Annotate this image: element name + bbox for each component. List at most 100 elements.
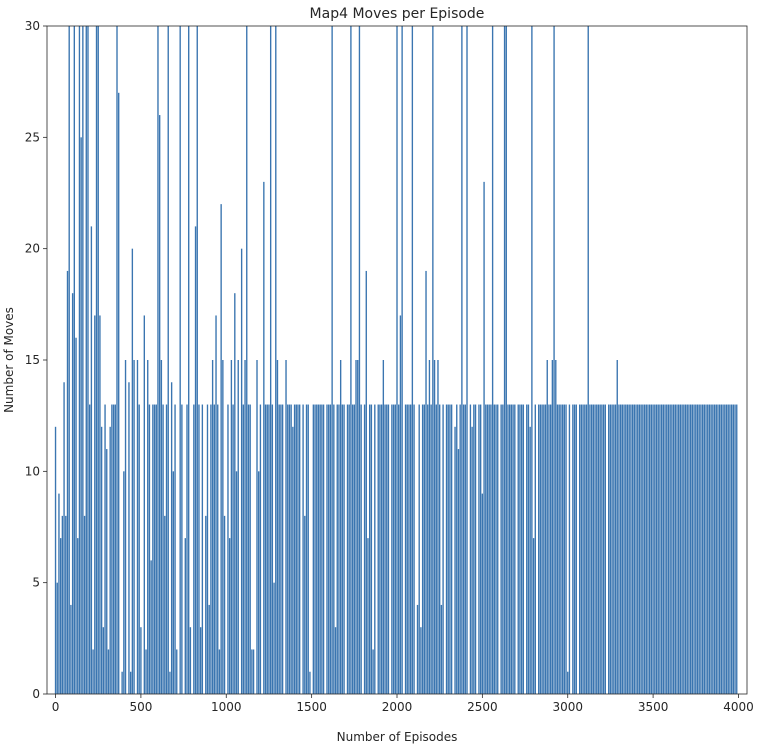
bar: [609, 404, 612, 694]
bar: [299, 404, 301, 694]
chart-title: Map4 Moves per Episode: [310, 6, 485, 22]
bar: [232, 404, 234, 694]
bar: [379, 404, 381, 694]
bar: [553, 26, 555, 694]
bar: [445, 404, 448, 694]
bar: [575, 404, 577, 694]
bar: [360, 404, 362, 694]
bar: [703, 404, 705, 694]
bar: [464, 404, 466, 694]
bar: [131, 248, 134, 695]
bar: [314, 404, 316, 694]
x-tick-label: 2500: [467, 700, 498, 714]
bar: [672, 404, 675, 694]
bar: [522, 404, 525, 694]
bar: [413, 404, 415, 694]
bar: [466, 26, 468, 694]
bar: [432, 26, 434, 694]
bar: [159, 115, 161, 694]
bar: [730, 404, 733, 694]
bar: [230, 360, 233, 694]
bar: [367, 538, 369, 694]
bar: [686, 404, 688, 694]
bar: [469, 404, 472, 694]
bar: [717, 404, 719, 694]
bar: [594, 404, 596, 694]
bar: [273, 582, 275, 694]
bar: [601, 404, 603, 694]
bar: [565, 404, 567, 694]
bar: [331, 26, 333, 694]
bar: [664, 404, 666, 694]
bar: [592, 404, 595, 694]
bar: [99, 315, 101, 694]
bar: [194, 226, 197, 694]
bar: [713, 404, 716, 694]
bar: [729, 404, 731, 694]
bar: [83, 515, 86, 694]
bar: [244, 360, 246, 694]
bar: [100, 426, 103, 694]
bar: [561, 404, 564, 694]
bar: [625, 404, 627, 694]
bar: [681, 404, 683, 694]
bar: [667, 404, 670, 694]
bar: [529, 426, 531, 694]
bar: [275, 26, 277, 694]
bar: [608, 404, 610, 694]
bar: [526, 404, 528, 694]
bar: [87, 26, 89, 694]
bar: [662, 404, 665, 694]
bar: [589, 404, 591, 694]
bar: [418, 404, 420, 694]
bar: [348, 404, 350, 694]
bar: [510, 404, 513, 694]
bar: [479, 404, 482, 694]
bar: [447, 404, 449, 694]
bar: [147, 360, 149, 694]
x-tick-label: 1500: [296, 700, 327, 714]
bar: [292, 426, 294, 694]
bar: [596, 404, 598, 694]
bar: [346, 404, 349, 694]
bar: [305, 404, 308, 694]
bar: [148, 404, 151, 694]
x-tick-label: 4000: [723, 700, 754, 714]
bar: [82, 26, 84, 694]
bar: [285, 360, 287, 694]
bar: [63, 382, 65, 694]
bar: [215, 315, 217, 694]
bar: [271, 404, 274, 694]
bar: [176, 649, 178, 694]
bar: [65, 515, 67, 694]
bar: [102, 627, 105, 694]
bar: [179, 26, 181, 694]
bar: [58, 493, 60, 694]
bar: [160, 360, 163, 694]
bar: [700, 404, 702, 694]
bar: [454, 426, 456, 694]
bar: [698, 404, 700, 694]
bar: [56, 582, 58, 694]
bar: [637, 404, 639, 694]
bar: [276, 360, 279, 694]
bar: [198, 404, 200, 694]
bar: [162, 404, 164, 694]
bar: [382, 360, 385, 694]
bar: [560, 404, 562, 694]
bar: [490, 404, 492, 694]
bar: [655, 404, 658, 694]
bar: [234, 293, 236, 694]
bar: [343, 404, 345, 694]
bar: [109, 426, 111, 694]
bar: [357, 360, 359, 694]
bar: [654, 404, 656, 694]
bar: [645, 404, 647, 694]
bar: [599, 404, 601, 694]
bar: [558, 404, 560, 694]
bar: [532, 538, 535, 694]
bar: [73, 26, 75, 694]
bar: [519, 404, 521, 694]
bar: [92, 649, 94, 694]
bar: [68, 26, 70, 694]
